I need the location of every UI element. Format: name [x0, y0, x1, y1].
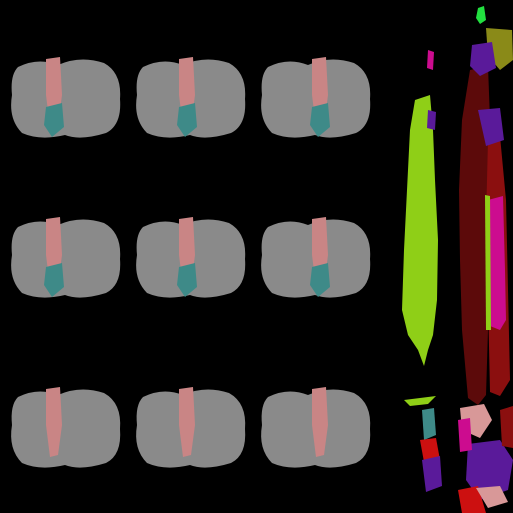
- panel-3-2: [136, 387, 246, 468]
- lime-column-2: [485, 195, 491, 330]
- panel-2-2: [136, 217, 246, 298]
- teal-region: [44, 263, 64, 297]
- dark-red-column: [459, 66, 490, 405]
- pink-region: [312, 387, 328, 457]
- panel-2-1: [11, 217, 121, 298]
- magenta-bottom: [458, 418, 472, 452]
- purple-blob-top: [470, 42, 496, 76]
- teal-region: [44, 103, 64, 137]
- panel-3-3: [261, 387, 371, 468]
- gray-tissue-region: [11, 389, 121, 468]
- panel-1-2: [136, 57, 246, 138]
- teal-region: [177, 103, 197, 137]
- panel-1-1: [11, 57, 121, 138]
- lime-strip-top: [404, 396, 436, 406]
- pink-region: [179, 387, 195, 457]
- lime-strip: [402, 95, 438, 366]
- purple-mark: [427, 110, 436, 130]
- pink-region: [46, 387, 62, 457]
- panel-3-1: [11, 387, 121, 468]
- teal-mark: [422, 408, 436, 440]
- teal-region: [310, 103, 330, 137]
- purple-mark-2: [422, 456, 442, 492]
- maroon-bottom-right: [500, 406, 513, 448]
- gray-tissue-region: [11, 219, 121, 298]
- pink-bottom-right: [476, 486, 508, 508]
- teal-region: [310, 263, 330, 297]
- teal-region: [177, 263, 197, 297]
- right-color-strips: [402, 6, 513, 513]
- purple-blob-mid: [478, 108, 504, 146]
- magenta-mark: [427, 50, 434, 70]
- red-mark: [420, 438, 440, 462]
- panel-grid: [11, 57, 371, 468]
- magenta-column: [488, 196, 506, 330]
- panel-1-3: [261, 57, 371, 138]
- gray-tissue-region: [11, 59, 121, 138]
- green-dot: [476, 6, 486, 24]
- panel-2-3: [261, 217, 371, 298]
- purple-large-bottom: [466, 440, 513, 500]
